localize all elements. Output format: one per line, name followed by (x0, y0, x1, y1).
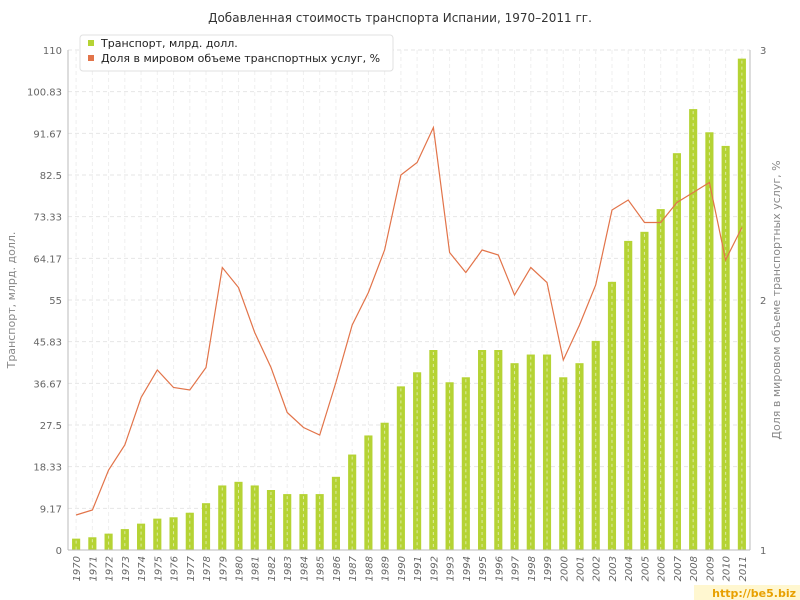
x-tick-label: 1988 (364, 556, 375, 581)
x-tick-label: 1974 (137, 556, 148, 581)
y2-tick-label: 3 (760, 46, 766, 57)
x-tick-label: 1977 (186, 555, 197, 581)
watermark: http://be5.biz (694, 585, 800, 600)
y-tick-label: 73.33 (33, 213, 62, 224)
legend-marker-line (88, 55, 94, 61)
x-tick-label: 1992 (429, 556, 440, 581)
x-tick-label: 1984 (299, 556, 310, 581)
x-tick-label: 1982 (267, 556, 278, 581)
x-tick-label: 1975 (153, 556, 164, 581)
x-tick-label: 2011 (738, 556, 749, 581)
line-series (75, 125, 743, 516)
legend: Транспорт, млрд. долл. Доля в мировом об… (79, 34, 394, 72)
x-tick-label: 1978 (202, 556, 213, 581)
bar (88, 537, 97, 550)
x-tick-label: 1971 (88, 556, 99, 581)
chart-title: Добавленная стоимость транспорта Испании… (208, 11, 592, 25)
y-tick-label: 18.33 (33, 463, 62, 474)
bar-series (72, 58, 746, 551)
y-tick-label: 45.83 (33, 338, 62, 349)
bar (526, 354, 535, 550)
y-tick-label: 0 (56, 546, 62, 557)
y-tick-label: 100.83 (27, 88, 62, 99)
y-tick-label: 82.5 (40, 171, 62, 182)
x-tick-label: 2005 (640, 556, 651, 581)
y-ticks-left: 0 9.17 18.33 27.5 36.67 45.83 55 64.17 73.33 82.5… (27, 46, 62, 557)
x-tick-label: 2006 (657, 556, 668, 581)
x-tick-label: 1980 (235, 556, 246, 581)
y-tick-label: 55 (49, 296, 62, 307)
x-tick-label: 1983 (283, 556, 294, 581)
x-tick-label: 1973 (121, 556, 132, 581)
x-tick-label: 1998 (527, 556, 538, 581)
legend-label-bars: Транспорт, млрд. долл. (100, 37, 238, 50)
x-tick-label: 1994 (462, 556, 473, 581)
x-tick-label: 1985 (316, 556, 327, 581)
bar (672, 153, 681, 550)
bar (445, 382, 454, 550)
y-tick-label: 110 (43, 46, 62, 57)
y-tick-label: 9.17 (40, 504, 62, 515)
bar (348, 454, 357, 550)
x-tick-label: 1972 (105, 556, 116, 581)
watermark-bg (694, 585, 800, 600)
legend-marker-bars (88, 40, 94, 46)
x-tick-label: 2001 (576, 556, 587, 581)
x-ticks: 1970 1971 1972 1973 1974 1975 1976 1977 1978 1979… (72, 555, 749, 581)
bar (331, 476, 340, 550)
y-tick-label: 36.67 (33, 379, 62, 390)
x-tick-label: 2008 (689, 556, 700, 581)
y-tick-label: 64.17 (33, 254, 62, 265)
x-tick-label: 2003 (608, 556, 619, 581)
x-tick-label: 1986 (332, 556, 343, 581)
x-tick-label: 1996 (494, 556, 505, 581)
bar (737, 58, 746, 551)
x-tick-label: 2007 (673, 555, 684, 581)
x-tick-label: 1995 (478, 556, 489, 581)
x-tick-label: 2010 (722, 556, 733, 581)
x-tick-label: 1990 (397, 556, 408, 581)
x-tick-label: 1997 (511, 555, 522, 581)
bar (542, 354, 552, 550)
x-tick-label: 1976 (170, 556, 181, 581)
y2-tick-label: 1 (760, 546, 766, 557)
y-ticks-right: 1 2 3 (760, 46, 766, 557)
bar (137, 523, 146, 550)
y-axis-title-left: Транспорт, млрд. долл. (5, 232, 18, 370)
x-tick-label: 1987 (348, 555, 359, 581)
watermark-text: http://be5.biz (712, 587, 796, 600)
y2-tick-label: 2 (760, 296, 766, 307)
x-tick-label: 1981 (251, 556, 262, 581)
x-tick-label: 1970 (72, 556, 83, 581)
x-tick-label: 1989 (381, 556, 392, 581)
bar (185, 512, 194, 550)
x-tick-label: 2009 (705, 556, 716, 581)
bar (201, 503, 211, 550)
x-tick-label: 1979 (218, 556, 229, 581)
x-tick-label: 1993 (446, 556, 457, 581)
bar (72, 538, 81, 550)
x-tick-label: 2004 (624, 556, 635, 581)
x-tick-label: 1991 (413, 556, 424, 581)
x-tick-label: 1999 (543, 556, 554, 581)
y-tick-label: 91.67 (33, 129, 62, 140)
y-axis-title-right: Доля в мировом объеме транспортных услуг… (770, 160, 783, 439)
bar (266, 490, 276, 550)
y-tick-label: 27.5 (40, 421, 62, 432)
legend-label-line: Доля в мировом объеме транспортных услуг… (101, 52, 380, 65)
legend-box (79, 34, 394, 72)
x-tick-label: 2000 (559, 556, 570, 581)
x-tick-label: 2002 (592, 556, 603, 581)
